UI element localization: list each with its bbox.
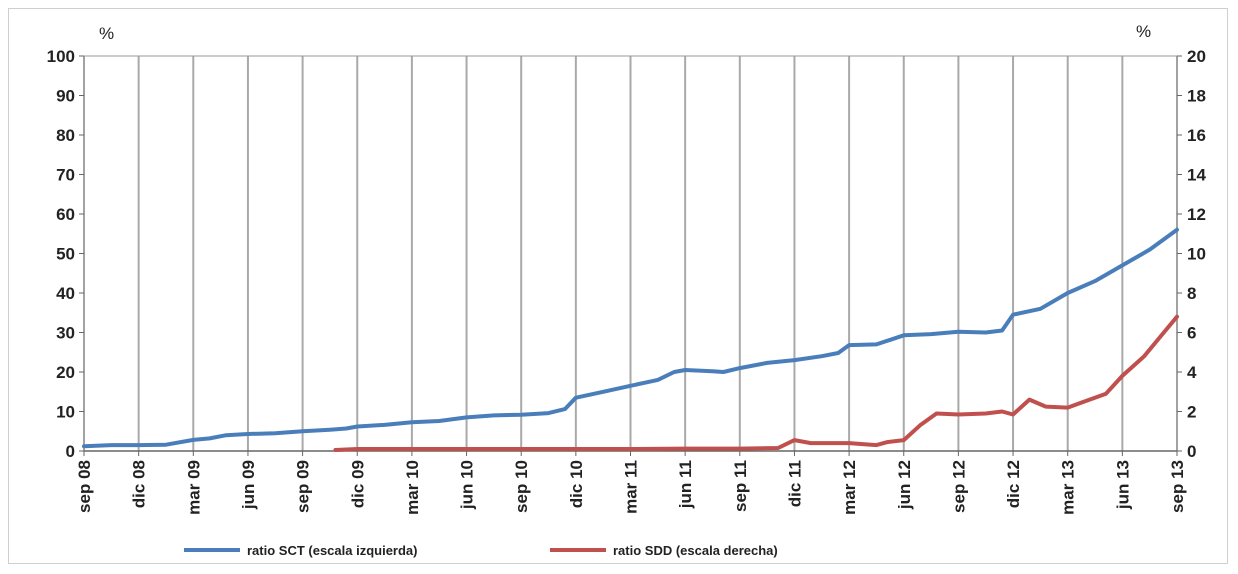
left-axis-unit: % [99,24,114,43]
right-tick-label-6: 12 [1187,205,1206,224]
right-tick-label-3: 6 [1187,324,1196,343]
right-tick-label-8: 16 [1187,126,1206,145]
left-tick-label-7: 70 [56,166,75,185]
x-tick-label-20: sep 13 [1168,460,1187,513]
left-tick-label-6: 60 [56,205,75,224]
left-tick-label-8: 80 [56,126,75,145]
series-line-0 [82,227,1179,449]
left-tick-label-2: 20 [56,363,75,382]
x-tick-label-3: jun 09 [239,460,258,510]
x-tick-label-17: dic 12 [1004,460,1023,508]
x-tick-label-4: sep 09 [294,460,313,513]
x-tick-label-10: mar 11 [622,460,641,514]
left-tick-label-3: 30 [56,324,75,343]
line-chart: 0 10 20 30 40 50 60 70 80 90 100 0 2 4 6 8 10 12 14 16 18 20 s… [47,22,1207,558]
left-tick-label-0: 0 [66,442,75,461]
right-tick-label-5: 10 [1187,245,1206,264]
x-tick-label-2: mar 09 [184,460,203,515]
right-tick-label-1: 2 [1187,403,1196,422]
legend: ratio SCT (escala izquierda) ratio SDD (… [184,543,778,558]
x-tick-label-18: mar 13 [1059,460,1078,515]
x-tick-label-12: sep 11 [731,460,750,512]
grid [83,56,1178,451]
series-layer [82,227,1179,452]
x-tick-label-7: jun 10 [458,460,477,510]
right-tick-label-10: 20 [1187,47,1206,66]
right-axis-unit: % [1136,22,1151,41]
x-tick-label-13: dic 11 [785,460,804,507]
x-tick-label-8: sep 10 [512,460,531,513]
x-tick-label-19: jun 13 [1113,460,1132,510]
x-tick-label-14: mar 12 [840,460,859,515]
chart-frame: 0 10 20 30 40 50 60 70 80 90 100 0 2 4 6 8 10 12 14 16 18 20 s… [8,8,1228,564]
right-tick-label-7: 14 [1187,166,1206,185]
left-tick-label-10: 100 [47,47,75,66]
right-tick-label-0: 0 [1187,442,1196,461]
right-tick-label-2: 4 [1187,363,1197,382]
x-tick-label-15: jun 12 [895,460,914,510]
x-tick-label-1: dic 08 [130,460,149,508]
x-tick-label-0: sep 08 [75,460,94,513]
x-tick-label-16: sep 12 [949,460,968,513]
x-tick-label-5: dic 09 [348,460,367,508]
right-tick-label-9: 18 [1187,87,1206,106]
right-tick-label-4: 8 [1187,284,1196,303]
left-tick-label-9: 90 [56,87,75,106]
legend-label-sdd: ratio SDD (escala derecha) [613,543,778,558]
series-line-1 [333,314,1179,452]
x-tick-label-9: dic 10 [567,460,586,508]
legend-label-sct: ratio SCT (escala izquierda) [247,543,418,558]
left-tick-label-4: 40 [56,284,75,303]
x-tick-label-11: jun 11 [676,460,695,509]
axes: 0 10 20 30 40 50 60 70 80 90 100 0 2 4 6 8 10 12 14 16 18 20 s… [47,47,1207,515]
left-tick-label-1: 10 [56,403,75,422]
x-tick-label-6: mar 10 [403,460,422,515]
left-tick-label-5: 50 [56,245,75,264]
